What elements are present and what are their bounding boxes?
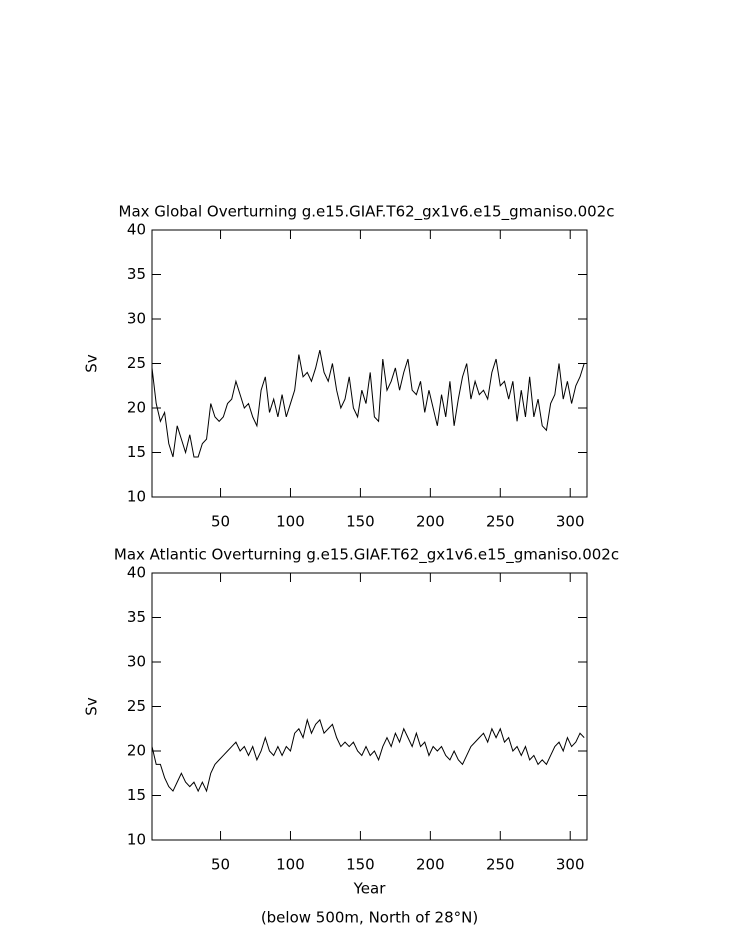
y-tick-label: 20 bbox=[127, 742, 146, 760]
x-tick-label: 300 bbox=[556, 513, 585, 531]
y-tick-label: 35 bbox=[127, 265, 146, 283]
y-tick-label: 40 bbox=[127, 564, 146, 582]
chart-title: Max Atlantic Overturning g.e15.GIAF.T62_… bbox=[114, 546, 619, 565]
x-tick-label: 150 bbox=[346, 856, 375, 874]
x-tick-label: 100 bbox=[276, 513, 305, 531]
x-tick-label: 200 bbox=[416, 513, 445, 531]
y-axis-label: Sv bbox=[83, 697, 101, 716]
x-tick-label: 300 bbox=[556, 856, 585, 874]
note: (below 500m, North of 28°N) bbox=[261, 909, 478, 927]
plot-frame bbox=[151, 572, 588, 841]
y-axis-label: Sv bbox=[83, 354, 101, 373]
y-tick-label: 10 bbox=[127, 831, 146, 849]
y-tick-label: 35 bbox=[127, 608, 146, 626]
x-tick-label: 200 bbox=[416, 856, 445, 874]
y-tick-label: 15 bbox=[127, 786, 146, 804]
plot-frame bbox=[151, 229, 588, 498]
y-tick-label: 25 bbox=[127, 697, 146, 715]
x-tick-label: 250 bbox=[486, 856, 515, 874]
y-tick-label: 30 bbox=[127, 310, 146, 328]
x-tick-label: 100 bbox=[276, 856, 305, 874]
y-tick-label: 40 bbox=[127, 221, 146, 239]
x-tick-label: 250 bbox=[486, 513, 515, 531]
x-tick-label: 50 bbox=[211, 513, 230, 531]
y-tick-label: 20 bbox=[127, 399, 146, 417]
series-line bbox=[151, 717, 585, 793]
y-tick-label: 15 bbox=[127, 443, 146, 461]
y-tick-label: 10 bbox=[127, 488, 146, 506]
x-axis-label: Year bbox=[353, 880, 387, 898]
y-tick-label: 30 bbox=[127, 653, 146, 671]
chart-title: Max Global Overturning g.e15.GIAF.T62_gx… bbox=[119, 203, 615, 222]
series-line bbox=[151, 350, 585, 458]
x-tick-label: 150 bbox=[346, 513, 375, 531]
x-tick-label: 50 bbox=[211, 856, 230, 874]
y-tick-label: 25 bbox=[127, 354, 146, 372]
